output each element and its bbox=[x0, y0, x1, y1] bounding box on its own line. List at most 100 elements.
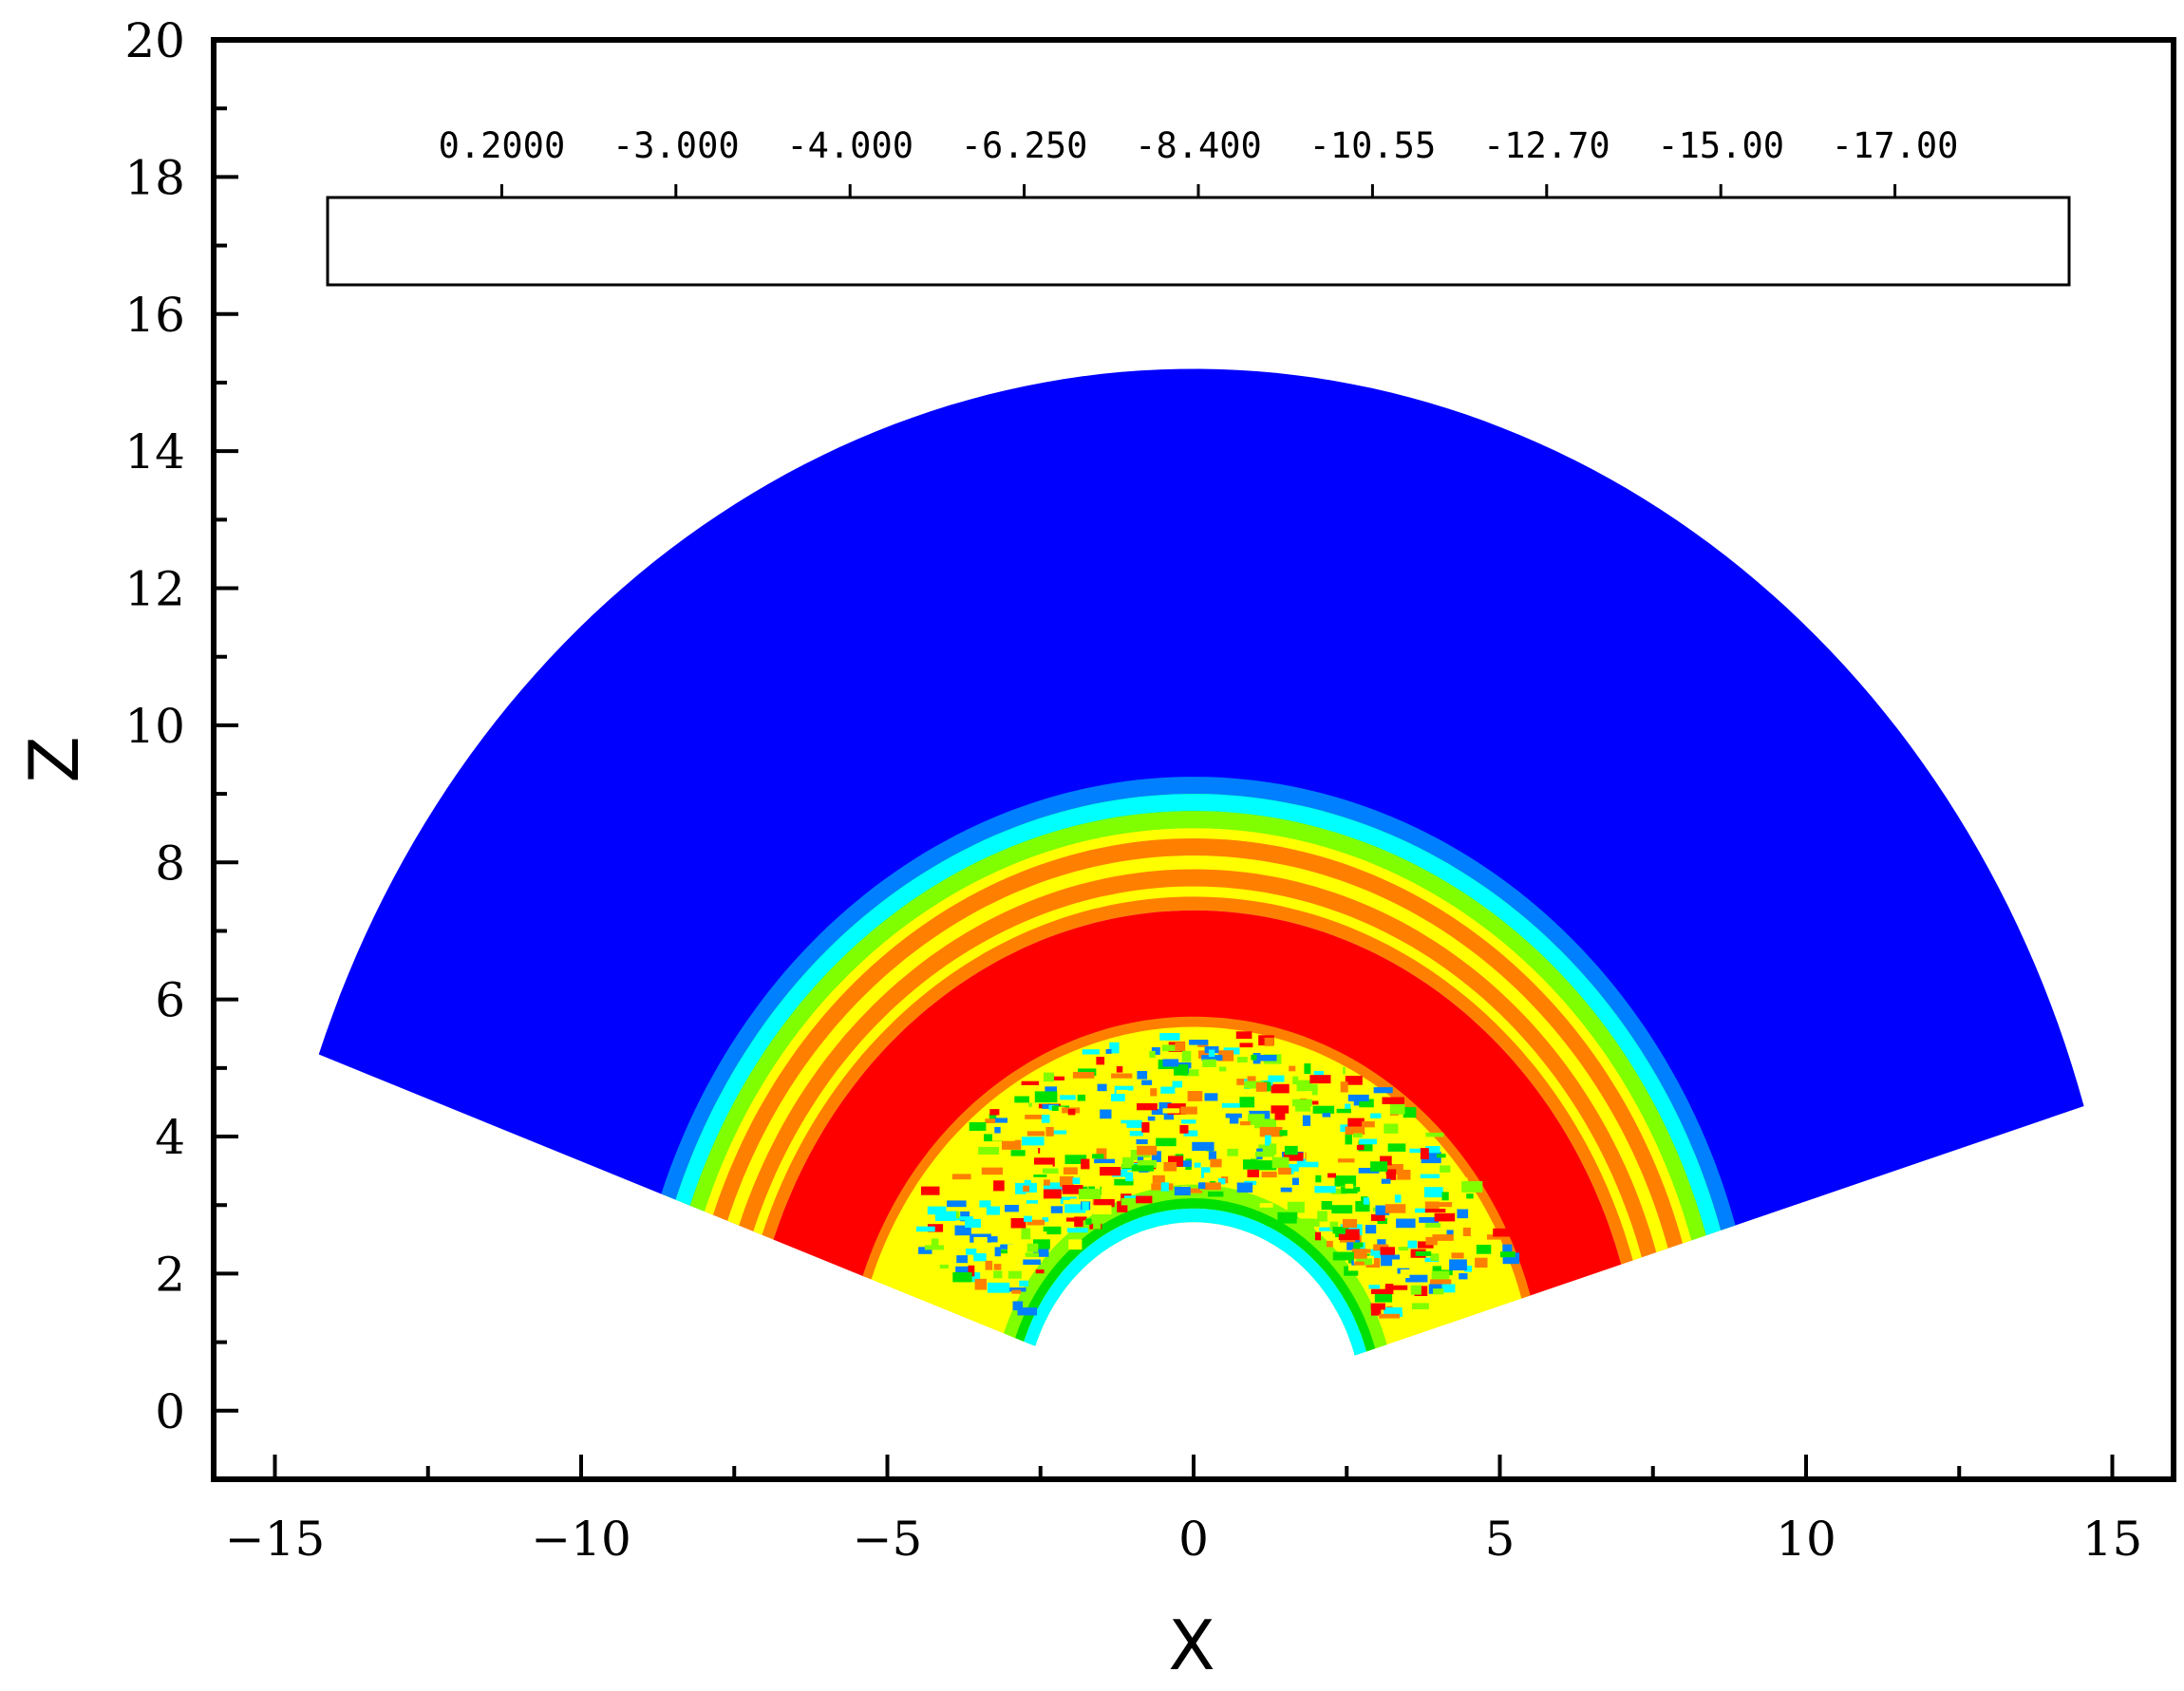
field-speck bbox=[1137, 1071, 1148, 1080]
field-speck bbox=[994, 1127, 1001, 1138]
field-speck bbox=[1370, 1161, 1388, 1172]
field-speck bbox=[1023, 1185, 1029, 1193]
field-speck bbox=[1327, 1066, 1344, 1076]
field-speck bbox=[1312, 1105, 1335, 1114]
field-speck bbox=[1221, 1102, 1240, 1108]
field-speck bbox=[1280, 1187, 1292, 1193]
field-speck bbox=[1264, 1037, 1274, 1046]
field-speck bbox=[1424, 1230, 1447, 1235]
field-speck bbox=[1038, 1231, 1047, 1236]
field-speck bbox=[1092, 1212, 1107, 1223]
field-speck bbox=[1296, 1080, 1312, 1092]
field-speck bbox=[1088, 1121, 1103, 1132]
contour-zone-0 bbox=[318, 368, 2084, 1227]
field-speck bbox=[1380, 1247, 1395, 1255]
field-speck bbox=[1457, 1209, 1469, 1219]
field-speck bbox=[1502, 1244, 1513, 1253]
field-speck bbox=[1344, 1266, 1359, 1276]
field-speck bbox=[1345, 1103, 1351, 1113]
field-speck bbox=[1384, 1285, 1408, 1290]
field-speck bbox=[1342, 1218, 1358, 1229]
field-speck bbox=[1337, 1158, 1355, 1163]
field-speck bbox=[1420, 1174, 1440, 1178]
field-speck bbox=[1359, 1099, 1374, 1108]
field-speck bbox=[1377, 1239, 1386, 1247]
field-speck bbox=[981, 1167, 1003, 1175]
field-speck bbox=[1026, 1131, 1045, 1137]
field-speck bbox=[1181, 1050, 1192, 1062]
colorbar-label: -15.00 bbox=[1657, 125, 1784, 166]
field-speck bbox=[1136, 1195, 1153, 1204]
field-speck bbox=[1345, 1183, 1354, 1193]
field-speck bbox=[1486, 1234, 1510, 1240]
field-speck bbox=[1002, 1139, 1022, 1150]
field-speck bbox=[1201, 1167, 1211, 1178]
field-speck bbox=[995, 1249, 1018, 1254]
field-speck bbox=[1384, 1204, 1406, 1213]
field-speck bbox=[1141, 1080, 1153, 1085]
field-speck bbox=[994, 1247, 1002, 1257]
field-speck bbox=[1409, 1148, 1429, 1154]
field-speck bbox=[1045, 1127, 1054, 1137]
field-speck bbox=[913, 1212, 923, 1221]
field-speck bbox=[1068, 1239, 1083, 1250]
field-speck bbox=[1304, 1063, 1311, 1075]
field-speck bbox=[1152, 1174, 1165, 1184]
field-speck bbox=[1072, 1177, 1081, 1185]
y-tick-label: 16 bbox=[124, 288, 185, 343]
field-speck bbox=[1042, 1168, 1059, 1174]
field-speck bbox=[928, 1231, 942, 1242]
field-speck bbox=[1048, 1130, 1067, 1135]
field-speck bbox=[1210, 1158, 1222, 1168]
field-speck bbox=[1242, 1193, 1252, 1205]
field-speck bbox=[1150, 1088, 1158, 1097]
x-tick-label: 15 bbox=[2082, 1512, 2143, 1567]
field-speck bbox=[1077, 1094, 1086, 1101]
field-speck bbox=[1334, 1175, 1357, 1187]
field-speck bbox=[1314, 1186, 1336, 1193]
field-speck bbox=[1064, 1155, 1087, 1164]
field-speck bbox=[1081, 1158, 1090, 1170]
field-speck bbox=[1345, 1134, 1352, 1145]
field-speck bbox=[1202, 1182, 1221, 1191]
field-speck bbox=[1332, 1251, 1354, 1261]
field-speck bbox=[1197, 1182, 1206, 1190]
field-speck bbox=[1362, 1121, 1375, 1128]
field-speck bbox=[1410, 1285, 1421, 1295]
x-tick-label: −10 bbox=[531, 1512, 631, 1567]
field-speck bbox=[1160, 1086, 1176, 1094]
field-speck bbox=[1208, 1191, 1224, 1197]
x-tick-label: 10 bbox=[1776, 1512, 1836, 1567]
field-speck bbox=[1345, 1076, 1363, 1085]
field-speck bbox=[1011, 1289, 1022, 1294]
field-speck bbox=[954, 1216, 973, 1221]
field-speck bbox=[1007, 1244, 1024, 1255]
x-axis-title: X bbox=[1168, 1606, 1214, 1685]
field-speck bbox=[1358, 1140, 1373, 1152]
field-speck bbox=[989, 1109, 1000, 1116]
field-speck bbox=[1254, 1160, 1277, 1171]
field-speck bbox=[1348, 1119, 1363, 1132]
field-speck bbox=[1386, 1169, 1397, 1180]
field-speck bbox=[1033, 1239, 1050, 1249]
field-speck bbox=[1463, 1266, 1472, 1272]
field-speck bbox=[1125, 1172, 1134, 1182]
field-speck bbox=[986, 1206, 1000, 1215]
field-speck bbox=[1296, 1158, 1319, 1168]
field-speck bbox=[1050, 1206, 1064, 1213]
field-speck bbox=[1296, 1218, 1314, 1230]
y-tick-label: 10 bbox=[124, 699, 185, 754]
field-speck bbox=[1034, 1157, 1055, 1167]
field-speck bbox=[1274, 1109, 1286, 1120]
field-speck bbox=[924, 1245, 944, 1250]
field-speck bbox=[1502, 1252, 1520, 1265]
field-speck bbox=[1289, 1065, 1296, 1072]
field-speck bbox=[1258, 1144, 1271, 1156]
field-speck bbox=[1141, 1121, 1150, 1133]
field-speck bbox=[1007, 1270, 1022, 1279]
field-speck bbox=[1082, 1201, 1089, 1211]
field-speck bbox=[1243, 1112, 1250, 1118]
field-speck bbox=[1137, 1103, 1158, 1111]
field-speck bbox=[1430, 1253, 1440, 1262]
field-speck bbox=[1026, 1193, 1041, 1201]
